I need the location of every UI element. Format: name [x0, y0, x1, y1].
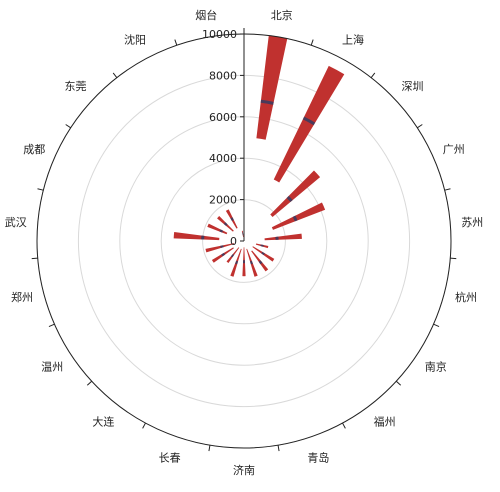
average-arc-东莞: [223, 222, 228, 226]
radial-tick-label: 2000: [209, 194, 237, 207]
angle-tick: [86, 380, 93, 386]
bar-郑州[interactable]: [205, 243, 235, 253]
radial-tick-label: 8000: [209, 69, 237, 82]
bar-北京[interactable]: [256, 35, 288, 140]
angle-tick: [112, 72, 118, 78]
angle-tick: [433, 323, 440, 328]
average-arc-青岛: [249, 260, 253, 265]
category-label: 南京: [425, 359, 447, 373]
angle-tick: [444, 188, 451, 191]
angle-tick: [65, 124, 71, 129]
bar-layer: [173, 35, 345, 277]
angle-tick: [277, 445, 280, 452]
category-label: 烟台: [195, 8, 217, 22]
radial-tick-label: 0: [230, 235, 237, 248]
bar-成都[interactable]: [207, 223, 228, 235]
average-arc-沈阳: [230, 217, 234, 222]
angle-tick: [37, 188, 44, 191]
average-arc-长春: [235, 260, 239, 265]
average-arc-北京: [260, 99, 274, 105]
bar-深圳[interactable]: [270, 170, 321, 218]
radial-tick-label: 4000: [209, 152, 237, 165]
category-label: 杭州: [455, 290, 477, 304]
average-arc-大连: [230, 254, 235, 258]
bar-福州[interactable]: [251, 250, 269, 272]
angle-tick: [370, 72, 376, 78]
average-arc-福州: [258, 260, 263, 265]
average-arc-南京: [261, 251, 265, 256]
category-label: 苏州: [461, 216, 483, 229]
category-label: 沈阳: [124, 33, 146, 47]
category-label: 郑州: [11, 290, 33, 304]
average-arc-温州: [221, 252, 226, 257]
category-label: 大连: [92, 415, 114, 429]
angle-tick: [174, 39, 178, 46]
category-label: 青岛: [307, 451, 329, 465]
angle-tick: [208, 445, 211, 452]
average-line-layer: [201, 99, 316, 265]
category-label: 深圳: [401, 80, 423, 93]
average-arc-深圳: [286, 195, 293, 203]
angle-tick: [342, 422, 346, 429]
bar-广州[interactable]: [271, 202, 326, 230]
category-label: 广州: [443, 143, 465, 156]
angle-tick: [417, 124, 423, 129]
average-arc-成都: [219, 229, 224, 233]
radial-tick-label: 6000: [209, 111, 237, 124]
category-label: 福州: [374, 415, 396, 429]
category-label: 长春: [159, 452, 181, 465]
category-label: 东莞: [65, 80, 87, 93]
category-label: 成都: [23, 143, 45, 156]
bar-苏州[interactable]: [264, 233, 302, 241]
average-arc-上海: [302, 116, 316, 126]
category-label: 济南: [233, 463, 255, 477]
angle-tick: [142, 422, 146, 429]
bar-武汉[interactable]: [173, 232, 220, 241]
category-label: 上海: [342, 33, 364, 47]
angle-tick: [48, 323, 55, 328]
axis-layer: 0 2000 4000 6000 8000 10000 北京上海深圳广州苏州杭州南京福州青岛…: [5, 8, 483, 477]
average-arc-郑州: [220, 245, 224, 249]
angle-tick: [395, 380, 402, 386]
average-arc-广州: [292, 215, 298, 222]
angle-tick: [310, 39, 314, 46]
category-label: 温州: [41, 360, 63, 373]
radial-tick-label: 10000: [202, 28, 237, 41]
category-label: 武汉: [5, 216, 27, 229]
bar-上海[interactable]: [273, 65, 345, 183]
category-label: 北京: [271, 8, 293, 22]
